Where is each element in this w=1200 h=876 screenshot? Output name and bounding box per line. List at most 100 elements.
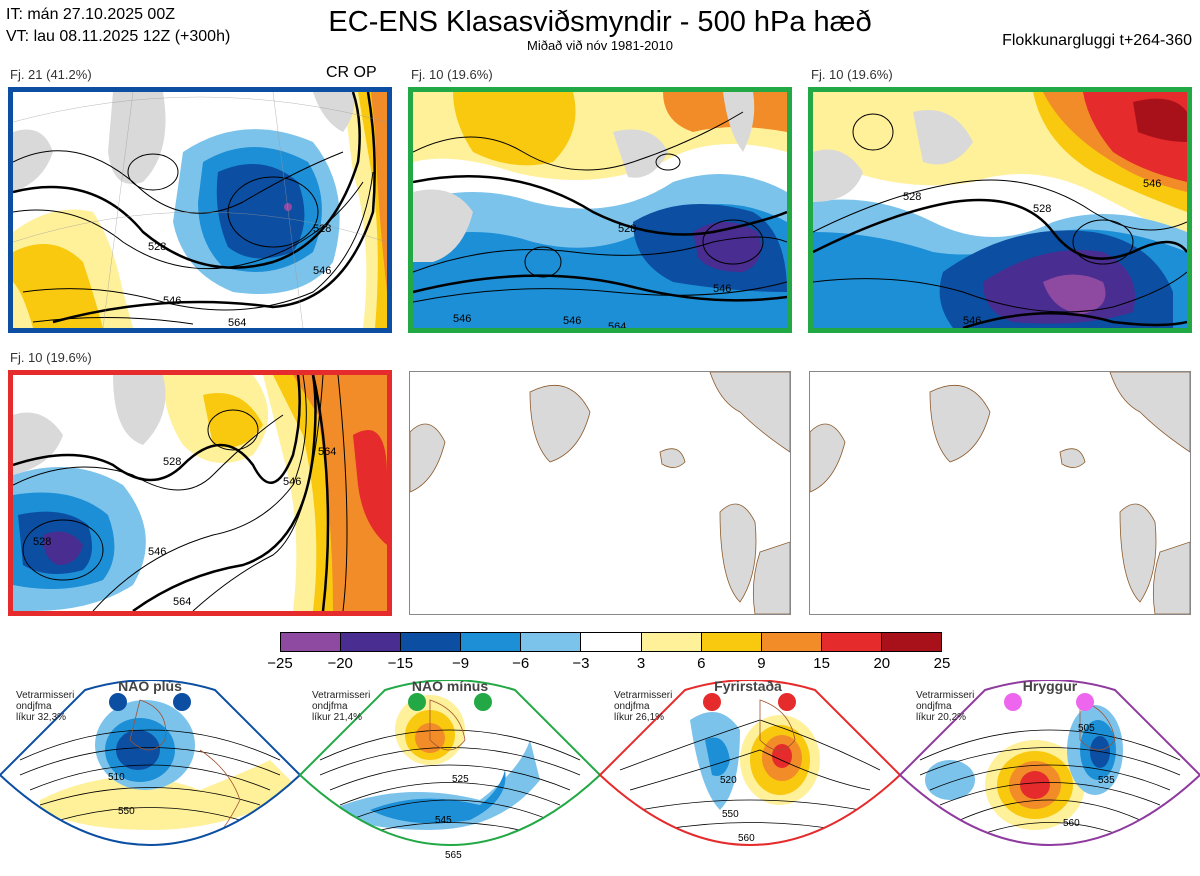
colorbar-segment (701, 633, 762, 651)
header-info: IT: mán 27.10.2025 00Z VT: lau 08.11.202… (6, 4, 230, 48)
colorbar-segment (581, 633, 642, 651)
regime-marker-dot (778, 693, 796, 711)
colorbar-segment (341, 633, 402, 651)
regime-contour-label: 545 (435, 815, 452, 826)
regime-strip: 510 550 525 545 565 520 550 560 505 535 … (0, 679, 1200, 871)
regime-note-line: Vetrarmisseri (614, 690, 673, 701)
regime-note-line: ondjfma (614, 701, 650, 712)
colorbar-segment (281, 633, 342, 651)
regime-contour-label: 535 (1098, 775, 1115, 786)
regime-note-line: ondjfma (312, 701, 348, 712)
contour-label: 528 (618, 223, 636, 235)
contour-label: 528 (313, 223, 331, 235)
page-title: EC-ENS Klasasviðsmyndir - 500 hPa hæð (328, 6, 872, 38)
colorbar-segment (881, 633, 942, 651)
regime-note-3: Vetrarmisseri ondjfma líkur 26,1% (614, 690, 672, 723)
regime-title-blocking: Fyrirstaða (714, 678, 782, 694)
regime-probability: líkur 21,4% (312, 712, 363, 723)
contour-label: 528 (33, 536, 51, 548)
regime-contour-label: 565 (445, 850, 462, 861)
panel-1-label: Fj. 21 (41.2%) (10, 67, 92, 82)
empty-map-panel-2 (809, 371, 1191, 615)
contour-label: 564 (318, 446, 336, 458)
colorbar-segment (401, 633, 462, 651)
regime-probability: líkur 32,3% (16, 712, 67, 723)
colorbar-tick-label: 15 (813, 655, 830, 672)
regime-contour-label: 560 (1063, 818, 1080, 829)
regime-title-nao-minus: NAO mínus (411, 678, 489, 694)
regime-note-2: Vetrarmisseri ondjfma líkur 21,4% (312, 690, 370, 723)
regime-note-line: ondjfma (916, 701, 952, 712)
regime-note-1: Vetrarmisseri ondjfma líkur 32,3% (16, 690, 74, 723)
regime-marker-dot (109, 693, 127, 711)
colorbar-tick-label: −25 (267, 655, 293, 672)
colorbar-tick-label: −3 (572, 655, 590, 672)
colorbar-segment (461, 633, 522, 651)
colorbar-segment (821, 633, 882, 651)
cluster-map-1: 528 528 546 546 564 (8, 87, 392, 333)
contour-label: 546 (1143, 178, 1161, 190)
regime-marker-dot (1004, 693, 1022, 711)
panel-4-label: Fj. 10 (19.6%) (10, 350, 92, 365)
regime-probability: líkur 26,1% (614, 712, 665, 723)
colorbar-segment (521, 633, 582, 651)
contour-label: 546 (563, 315, 581, 327)
regime-marker-dot (408, 693, 426, 711)
regime-marker-dot (703, 693, 721, 711)
regime-title-nao-plus: NAO plús (118, 678, 182, 694)
colorbar-tick-label: 6 (697, 655, 706, 672)
colorbar-tick-label: 9 (757, 655, 766, 672)
regime-marker-dot (474, 693, 492, 711)
contour-label: 564 (608, 321, 626, 328)
regime-contour-label: 550 (722, 809, 739, 820)
colorbar-tick-label: −20 (327, 655, 353, 672)
contour-label: 546 (453, 313, 471, 325)
contour-label: 528 (148, 241, 166, 253)
page-subtitle: Miðað við nóv 1981-2010 (527, 38, 673, 53)
contour-label: 546 (283, 476, 301, 488)
regime-probability: líkur 20,2% (916, 712, 967, 723)
contour-label: 564 (228, 317, 246, 328)
panel-2-label: Fj. 10 (19.6%) (411, 67, 493, 82)
colorbar-tick-label: 25 (933, 655, 951, 672)
colorbar-segment (761, 633, 822, 651)
colorbar-tick-label: −6 (512, 655, 530, 672)
contour-label: 528 (163, 456, 181, 468)
regime-note-line: Vetrarmisseri (16, 690, 75, 701)
panel-1-crop-label: CR OP (326, 64, 377, 81)
colorbar-segment (641, 633, 702, 651)
regime-note-line: Vetrarmisseri (916, 690, 975, 701)
regime-contour-label: 520 (720, 775, 737, 786)
colorbar-tick-label: −9 (451, 655, 470, 672)
cluster-map-4: 528 528 546 546 564 564 (8, 370, 392, 616)
valid-time: VT: lau 08.11.2025 12Z (+300h) (6, 28, 231, 45)
regime-contour-label: 510 (108, 772, 125, 783)
colorbar-tick-label: −15 (387, 655, 414, 672)
regime-note-4: Vetrarmisseri ondjfma líkur 20,2% (916, 690, 974, 723)
contour-label: 546 (313, 265, 331, 277)
regime-note-line: Vetrarmisseri (312, 690, 371, 701)
regime-contour-label: 560 (738, 833, 755, 844)
cluster-map-2: 528 546 546 546 564 (408, 87, 792, 333)
initial-time: IT: mán 27.10.2025 00Z (6, 6, 175, 23)
regime-title-ridge: Hryggur (1022, 678, 1078, 694)
regime-contour-label: 550 (118, 806, 135, 817)
regime-marker-dot (173, 693, 191, 711)
colorbar (280, 632, 942, 652)
contour-label: 546 (713, 283, 731, 295)
regime-contour-label: 525 (452, 774, 469, 785)
regime-marker-dot (1076, 693, 1094, 711)
empty-map-panel-1 (409, 371, 791, 615)
panel-3-label: Fj. 10 (19.6%) (811, 67, 893, 82)
contour-label: 528 (903, 191, 921, 203)
contour-label: 546 (963, 315, 981, 327)
regime-note-line: ondjfma (16, 701, 52, 712)
contour-label: 564 (173, 596, 191, 608)
cluster-map-3: 528 528 546 546 (808, 87, 1192, 333)
colorbar-tick-label: 3 (636, 655, 646, 672)
contour-label: 546 (163, 295, 181, 307)
classification-window: Flokkunargluggi t+264-360 (1002, 32, 1192, 49)
colorbar-tick-label: 20 (873, 655, 891, 672)
contour-label: 546 (148, 546, 166, 558)
regime-contour-label: 505 (1078, 723, 1095, 734)
